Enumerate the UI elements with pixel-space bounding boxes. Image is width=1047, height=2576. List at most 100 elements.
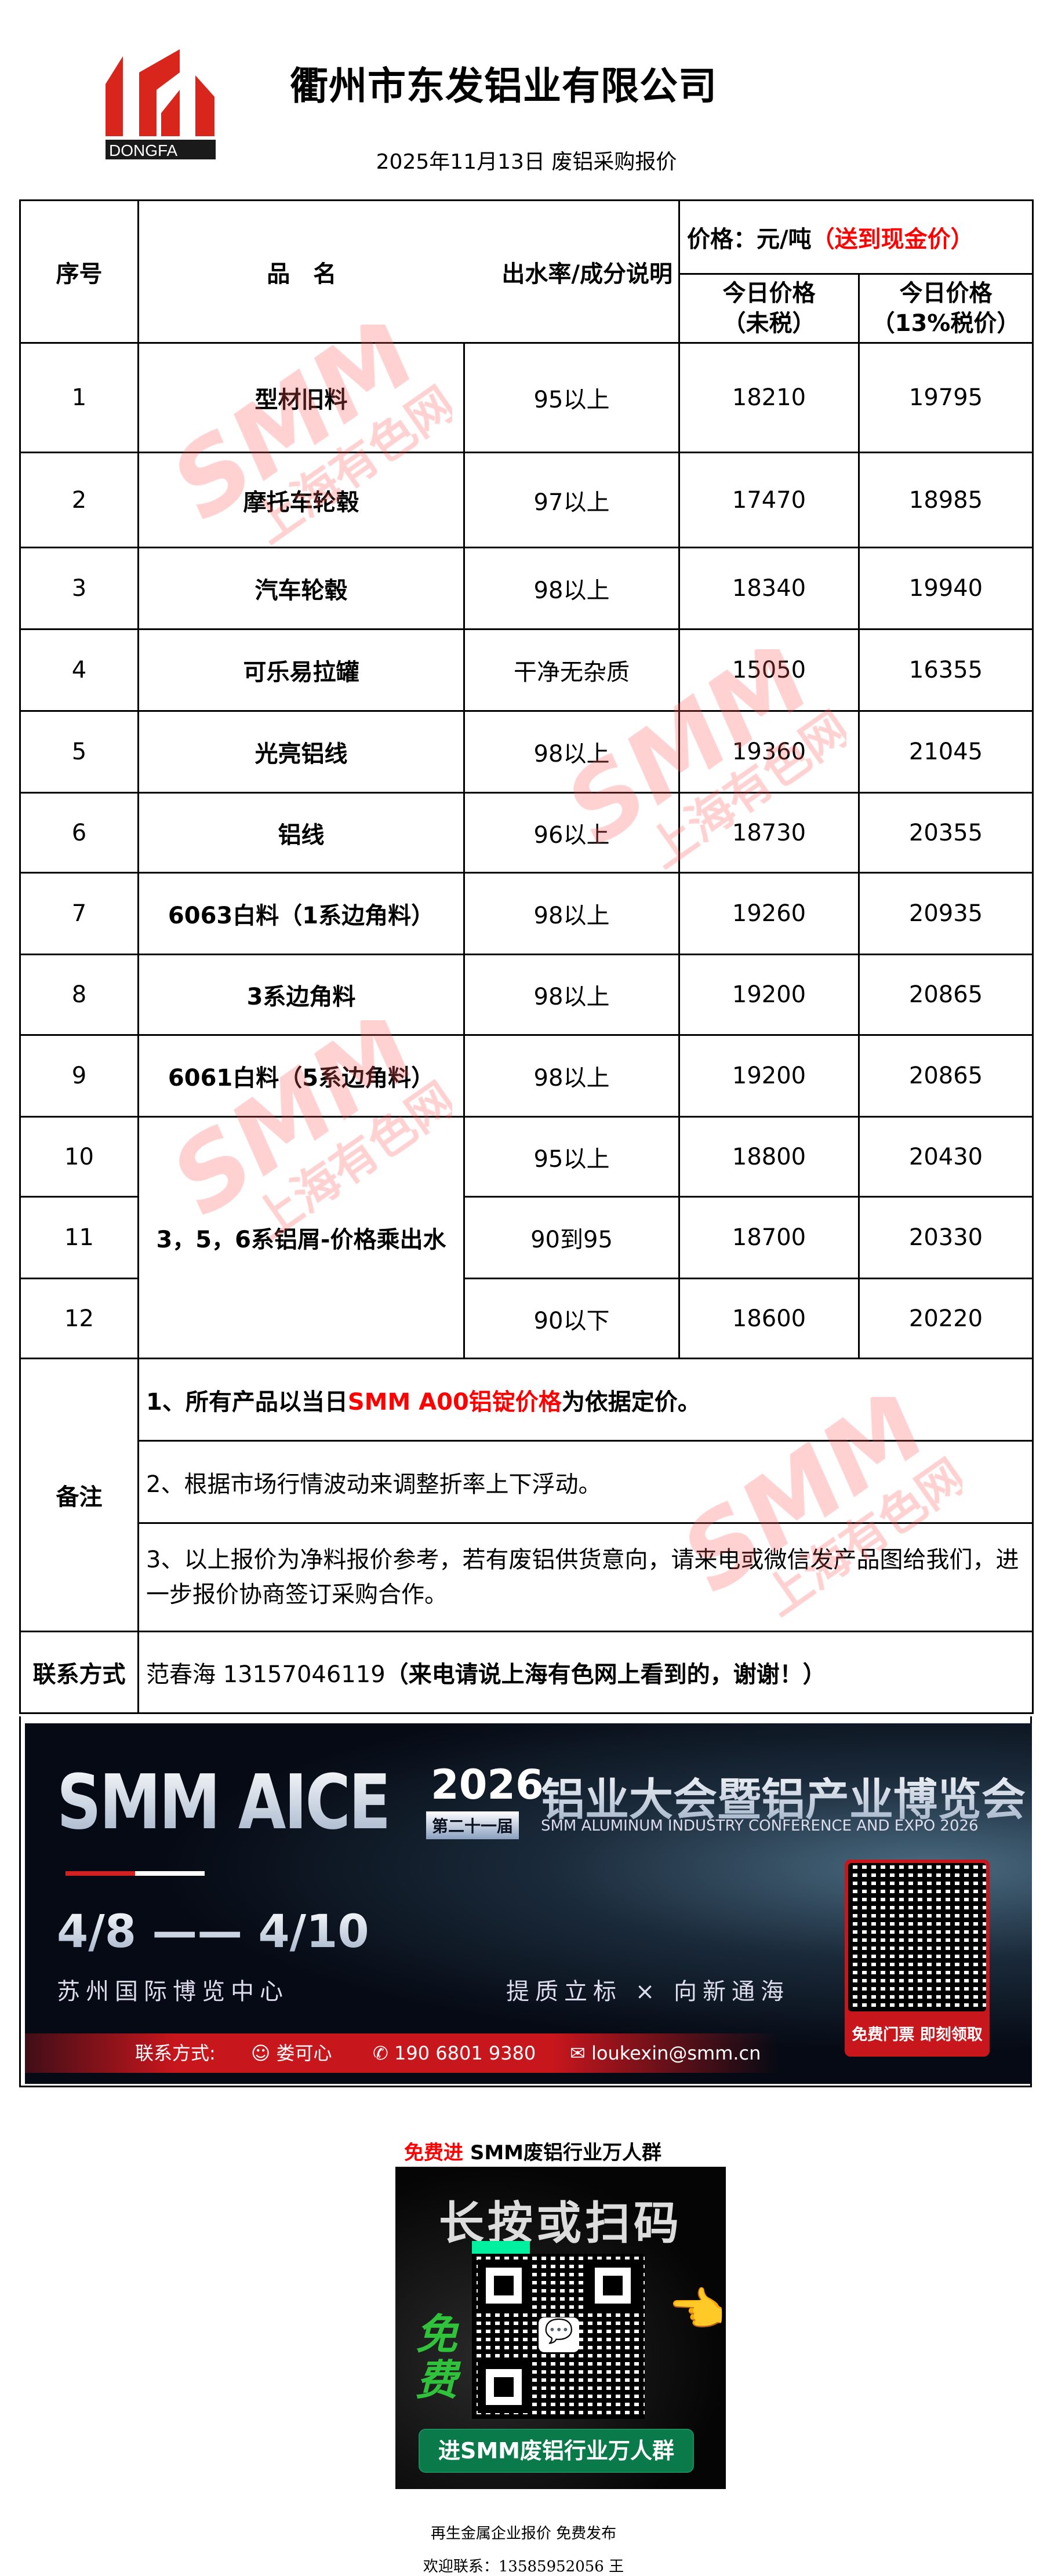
table-row: 2 摩托车轮毂 97以上 17470 18985 bbox=[19, 452, 1034, 548]
remark-1: 1、所有产品以当日SMM A00铝锭价格为依据定价。 bbox=[137, 1358, 1034, 1442]
group-card-title: 长按或扫码 bbox=[438, 2197, 682, 2250]
banner-venue: 苏州国际博览中心 bbox=[57, 1978, 289, 2005]
row-price-no-tax: 18730 bbox=[678, 792, 860, 874]
row-price-tax: 20865 bbox=[857, 1034, 1034, 1118]
quote-date-title: 2025年11月13日 废铝采购报价 bbox=[376, 150, 677, 174]
row-price-no-tax: 19200 bbox=[678, 1034, 860, 1118]
row-seq: 1 bbox=[19, 342, 139, 453]
row-price-no-tax: 15050 bbox=[678, 628, 860, 712]
row-rate: 97以上 bbox=[463, 452, 680, 548]
remark-3: 3、以上报价为净料报价参考，若有废铝供货意向，请来电或微信发产品图给我们，进一步… bbox=[137, 1522, 1034, 1632]
row-seq: 7 bbox=[19, 872, 139, 955]
remark-2: 2、根据市场行情波动来调整折率上下浮动。 bbox=[137, 1440, 1034, 1524]
banner-contact-bar: 联系方式: ☺ 娄可心 ✆ 190 6801 9380 ✉ loukexin@s… bbox=[25, 2033, 779, 2073]
row-seq: 6 bbox=[19, 792, 139, 874]
row-rate: 95以上 bbox=[463, 342, 680, 453]
table-row: 8 3系边角料 98以上 19200 20865 bbox=[19, 954, 1034, 1036]
row-name: 摩托车轮毂 bbox=[137, 452, 465, 548]
table-row: 3 汽车轮毂 98以上 18340 19940 bbox=[19, 547, 1034, 630]
row-rate: 98以上 bbox=[463, 1034, 680, 1118]
row-name: 光亮铝线 bbox=[137, 710, 465, 794]
row-name: 型材旧料 bbox=[137, 342, 465, 453]
row-name: 6061白料（5系边角料） bbox=[137, 1034, 465, 1118]
row-price-tax: 20430 bbox=[857, 1116, 1034, 1198]
row-seq: 12 bbox=[19, 1278, 139, 1359]
row-price-tax: 19795 bbox=[857, 342, 1034, 453]
row-seq: 4 bbox=[19, 628, 139, 712]
banner-title-en: SMM ALUMINUM INDUSTRY CONFERENCE AND EXP… bbox=[541, 1817, 979, 1835]
row-rate: 90以下 bbox=[463, 1278, 680, 1359]
join-group-button[interactable]: 进SMM废铝行业万人群 bbox=[419, 2429, 694, 2473]
table-row: 1 型材旧料 95以上 18210 19795 bbox=[19, 342, 1034, 453]
row-seq: 9 bbox=[19, 1034, 139, 1118]
row-rate: 98以上 bbox=[463, 547, 680, 630]
row-price-tax: 19940 bbox=[857, 547, 1034, 630]
row-seq: 3 bbox=[19, 547, 139, 630]
chat-icon: 💬 bbox=[539, 2317, 579, 2352]
contact-label: 联系方式 bbox=[19, 1631, 139, 1714]
free-badge: 免费 bbox=[416, 2310, 458, 2405]
row-price-no-tax: 18700 bbox=[678, 1196, 860, 1279]
table-row: 7 6063白料（1系边角料） 98以上 19260 20935 bbox=[19, 872, 1034, 955]
table-row: 11 90到95 18700 20330 bbox=[19, 1196, 1034, 1279]
row-rate: 98以上 bbox=[463, 710, 680, 794]
qr-code-icon bbox=[848, 1863, 986, 2011]
row-price-tax: 20220 bbox=[857, 1278, 1034, 1359]
pointing-hand-icon: 👈 bbox=[668, 2283, 726, 2337]
company-name: 衢州市东发铝业有限公司 bbox=[290, 64, 717, 108]
header-price-tax: 今日价格（13%税价） bbox=[857, 273, 1034, 344]
person-icon: ☺ 娄可心 bbox=[251, 2042, 332, 2064]
header-rate: 出水率/成分说明 bbox=[464, 199, 680, 344]
banner-edition: 第二十一届 bbox=[426, 1811, 519, 1839]
row-rate: 95以上 bbox=[463, 1116, 680, 1198]
qr-code-icon: 💬 bbox=[472, 2254, 645, 2419]
remarks-label: 备注 bbox=[19, 1358, 139, 1632]
table-row: 12 90以下 18600 20220 bbox=[19, 1278, 1034, 1359]
phone-icon: ✆ 190 6801 9380 bbox=[373, 2042, 536, 2064]
row-seq: 2 bbox=[19, 452, 139, 548]
row-rate: 干净无杂质 bbox=[463, 628, 680, 712]
table-row: 4 可乐易拉罐 干净无杂质 15050 16355 bbox=[19, 628, 1034, 712]
company-logo: DONGFA bbox=[106, 49, 219, 159]
row-price-no-tax: 17470 bbox=[678, 452, 860, 548]
row-name: 铝线 bbox=[137, 792, 465, 874]
row-price-no-tax: 18600 bbox=[678, 1278, 860, 1359]
header-price-unit: 价格：元/吨（送到现金价） bbox=[678, 199, 1034, 275]
table-row: 10 3，5，6系铝屑-价格乘出水 95以上 18800 20430 bbox=[19, 1116, 1034, 1359]
header-seq: 序号 bbox=[19, 199, 139, 344]
banner-brand: SMM AICE bbox=[57, 1758, 391, 1846]
row-price-tax: 21045 bbox=[857, 710, 1034, 794]
row-rate: 98以上 bbox=[463, 872, 680, 955]
footer-line-2: 欢迎联系：13585952056 王 bbox=[423, 2558, 624, 2575]
row-price-no-tax: 18210 bbox=[678, 342, 860, 453]
row-price-tax: 20355 bbox=[857, 792, 1034, 874]
qr-caption: 免费门票 即刻领取 bbox=[852, 2026, 983, 2044]
row-name: 3系边角料 bbox=[137, 954, 465, 1036]
row-price-tax: 20935 bbox=[857, 872, 1034, 955]
table-row: 9 6061白料（5系边角料） 98以上 19200 20865 bbox=[19, 1034, 1034, 1118]
banner-slogan: 提质立标 × 向新通海 bbox=[506, 1978, 790, 2005]
banner-dates: 4/8 —— 4/10 bbox=[57, 1906, 369, 1958]
svg-text:DONGFA: DONGFA bbox=[109, 141, 178, 159]
row-price-tax: 20330 bbox=[857, 1196, 1034, 1279]
row-price-no-tax: 18800 bbox=[678, 1116, 860, 1198]
contact-info: 范春海 13157046119（来电请说上海有色网上看到的，谢谢！） bbox=[137, 1631, 1034, 1714]
row-name: 3，5，6系铝屑-价格乘出水 bbox=[137, 1116, 465, 1359]
row-price-no-tax: 19200 bbox=[678, 954, 860, 1036]
row-seq: 5 bbox=[19, 710, 139, 794]
row-name: 汽车轮毂 bbox=[137, 547, 465, 630]
aice-expo-banner[interactable]: SMM AICE 2026 第二十一届 铝业大会暨铝产业博览会 SMM ALUM… bbox=[25, 1723, 1032, 2084]
row-seq: 11 bbox=[19, 1196, 139, 1279]
banner-year: 2026 bbox=[431, 1761, 544, 1809]
row-rate: 90到95 bbox=[463, 1196, 680, 1279]
header-name: 品 名 bbox=[137, 199, 464, 344]
row-seq: 8 bbox=[19, 954, 139, 1036]
row-seq: 10 bbox=[19, 1116, 139, 1198]
row-rate: 98以上 bbox=[463, 954, 680, 1036]
row-name: 6063白料（1系边角料） bbox=[137, 872, 465, 955]
banner-qr-card[interactable]: 免费门票 即刻领取 bbox=[845, 1860, 990, 2057]
price-table: 序号 品 名 出水率/成分说明 价格：元/吨（送到现金价） 今日价格（未税） 今… bbox=[19, 199, 1034, 1714]
row-rate: 96以上 bbox=[463, 792, 680, 874]
row-price-no-tax: 18340 bbox=[678, 547, 860, 630]
group-qr-card[interactable]: 长按或扫码 💬 👈 免费 进SMM废铝行业万人群 bbox=[395, 2167, 726, 2489]
